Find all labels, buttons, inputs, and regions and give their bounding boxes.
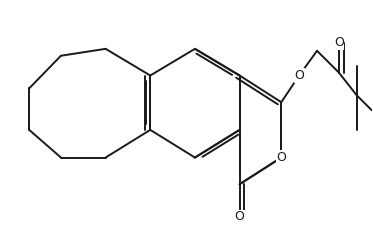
Text: O: O xyxy=(235,210,245,223)
Text: O: O xyxy=(334,36,344,50)
Text: O: O xyxy=(276,151,286,164)
Text: O: O xyxy=(294,69,304,82)
